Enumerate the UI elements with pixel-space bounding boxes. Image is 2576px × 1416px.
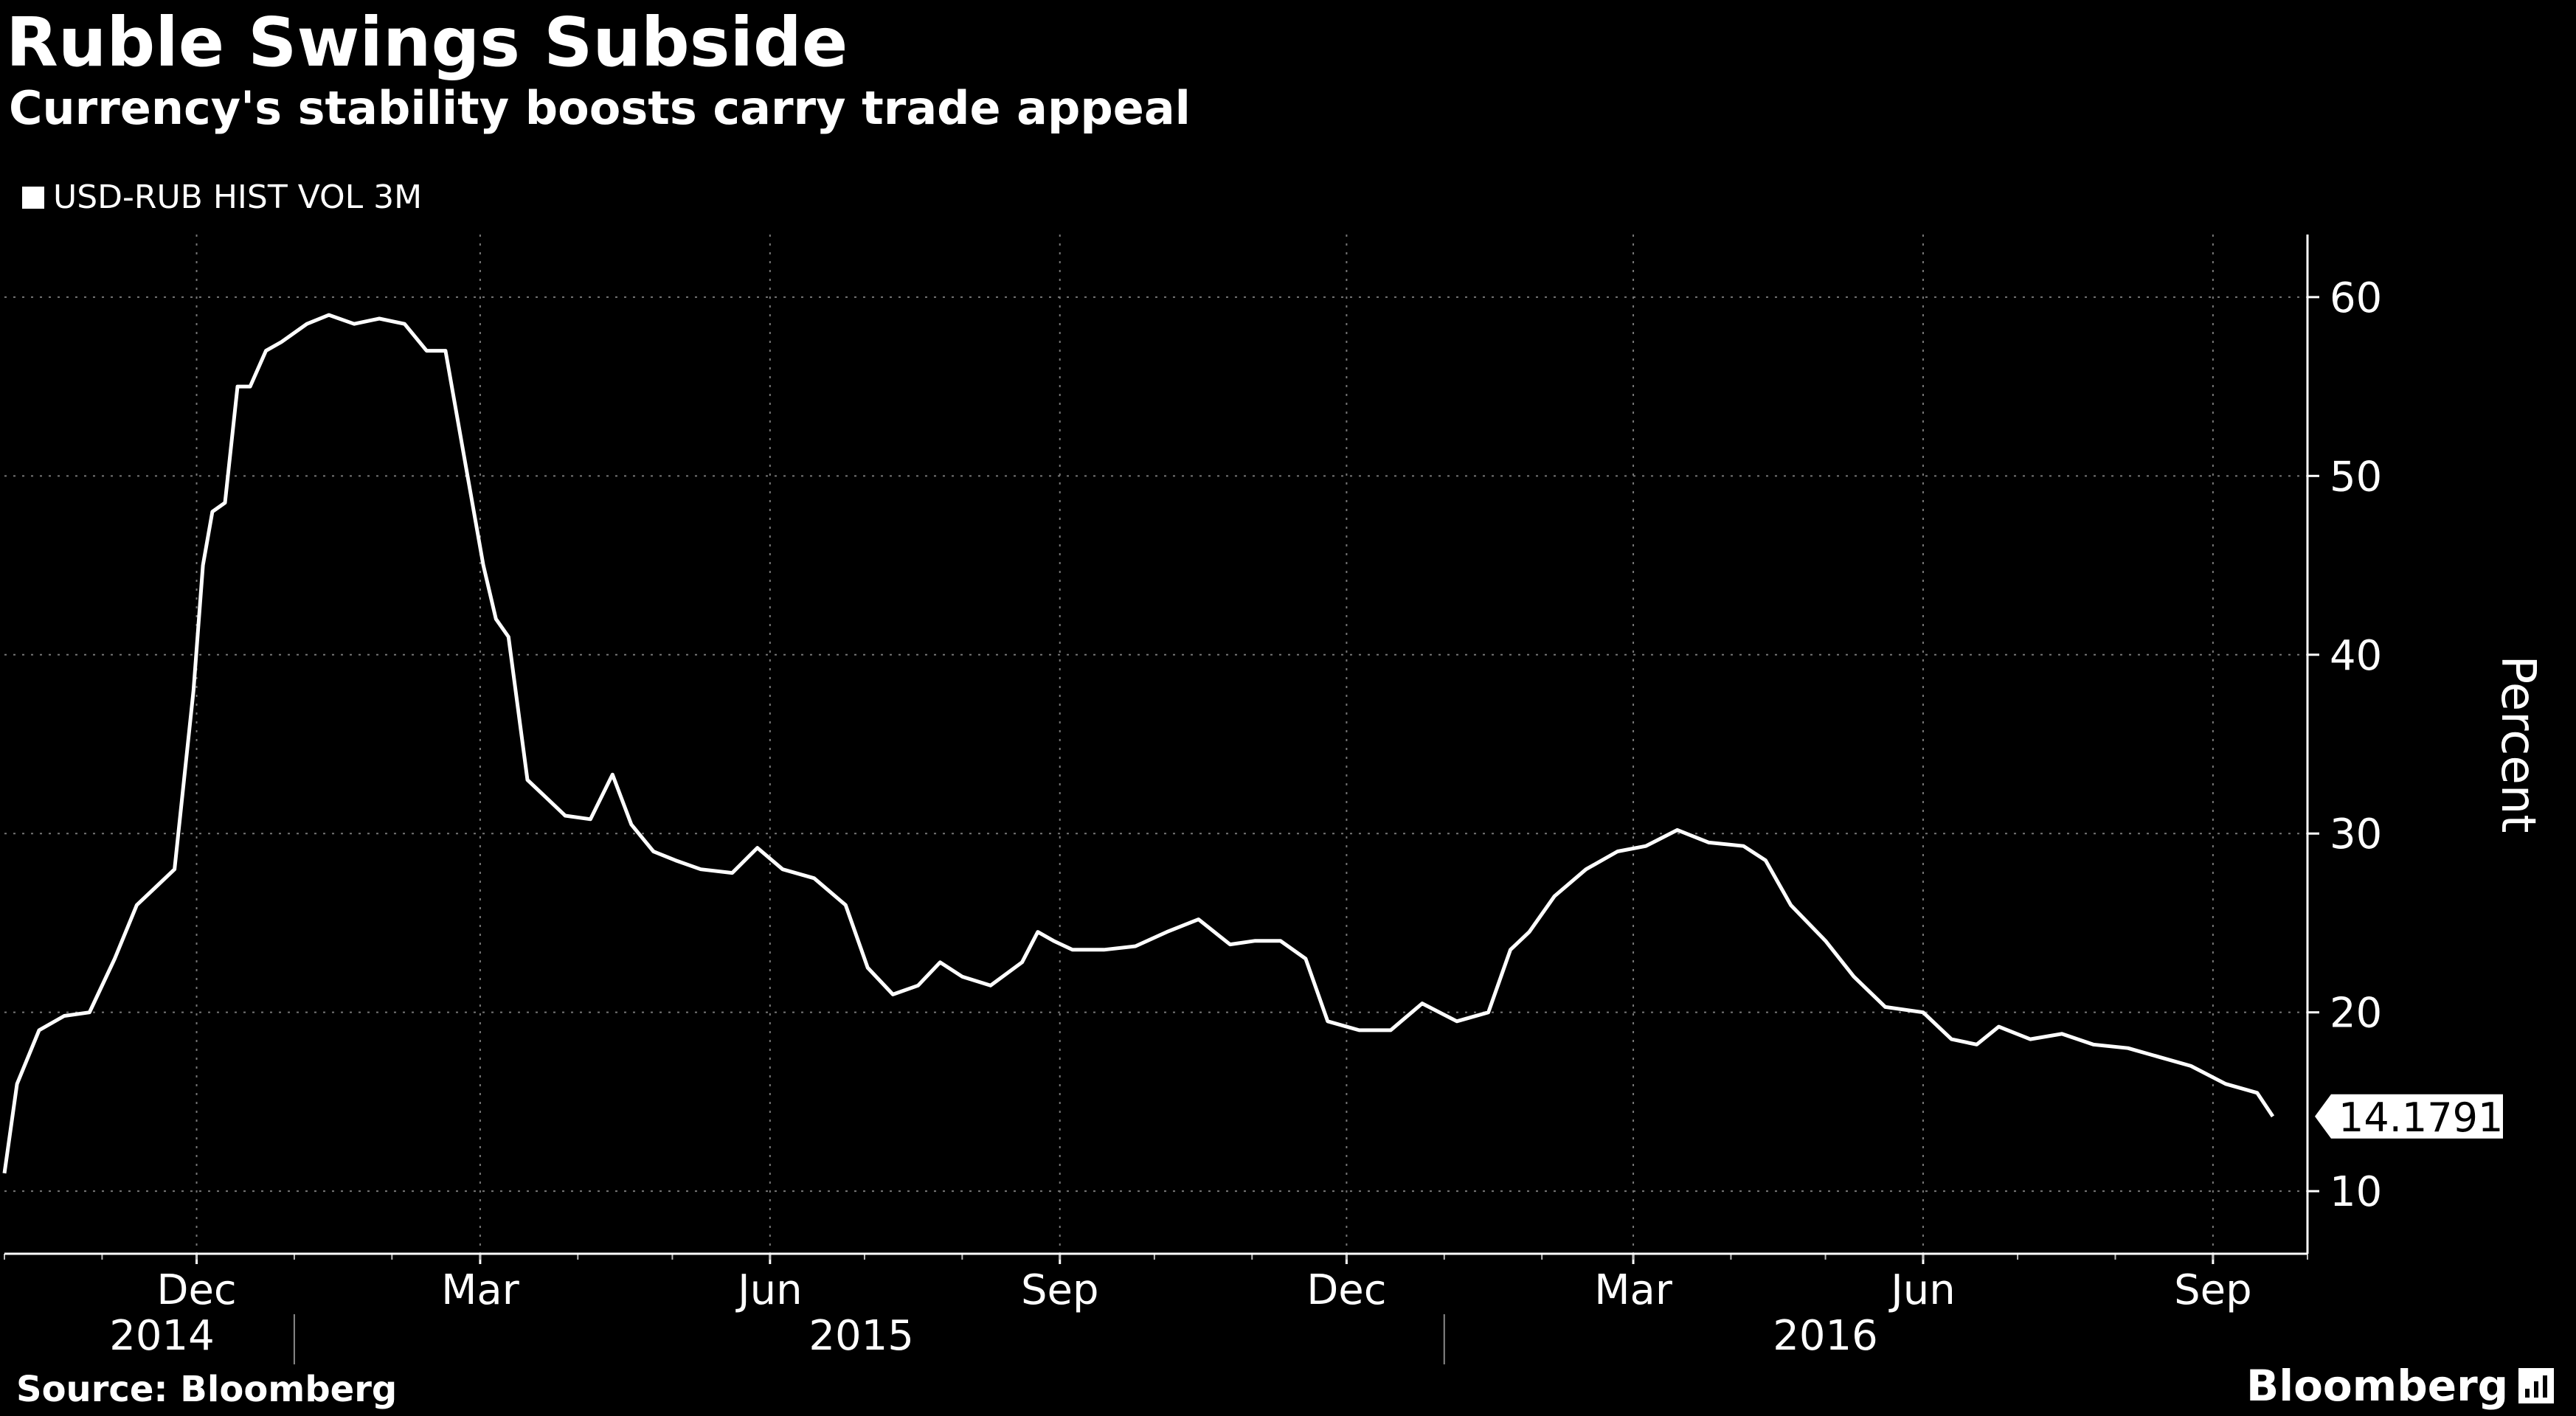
x-tick-label: Sep <box>1021 1266 1099 1314</box>
chart-subtitle: Currency's stability boosts carry trade … <box>9 81 1191 135</box>
y-tick-label: 20 <box>2330 990 2382 1038</box>
bar-chart-icon <box>2518 1368 2555 1403</box>
series-line <box>2 313 2275 1174</box>
source-note: Source: Bloomberg <box>16 1369 398 1410</box>
x-tick-label: Dec <box>156 1266 236 1314</box>
y-axis-label: Percent <box>2490 656 2545 833</box>
chart-title: Ruble Swings Subside <box>6 3 848 82</box>
x-tick-label: Mar <box>441 1266 520 1314</box>
year-label: 2015 <box>809 1312 914 1360</box>
y-tick-label: 10 <box>2330 1168 2382 1216</box>
legend-swatch <box>22 186 44 209</box>
bloomberg-logo: Bloomberg <box>2246 1361 2555 1411</box>
x-tick-label: Jun <box>1888 1266 1956 1314</box>
y-tick-label: 40 <box>2330 632 2382 680</box>
x-tick-label: Mar <box>1594 1266 1673 1314</box>
year-label: 2016 <box>1773 1312 1878 1360</box>
last-value-label: 14.1791 <box>2338 1094 2503 1141</box>
legend: USD-RUB HIST VOL 3M <box>22 178 422 216</box>
y-tick-label: 30 <box>2330 811 2382 858</box>
legend-label: USD-RUB HIST VOL 3M <box>53 178 423 216</box>
x-tick-label: Sep <box>2174 1266 2252 1314</box>
logo-text: Bloomberg <box>2246 1361 2509 1411</box>
x-tick-label: Dec <box>1306 1266 1386 1314</box>
x-tick-label: Jun <box>735 1266 803 1314</box>
last-value-badge <box>2315 1094 2503 1139</box>
y-tick-label: 60 <box>2330 274 2382 322</box>
year-label: 2014 <box>109 1312 215 1360</box>
y-tick-label: 50 <box>2330 453 2382 501</box>
